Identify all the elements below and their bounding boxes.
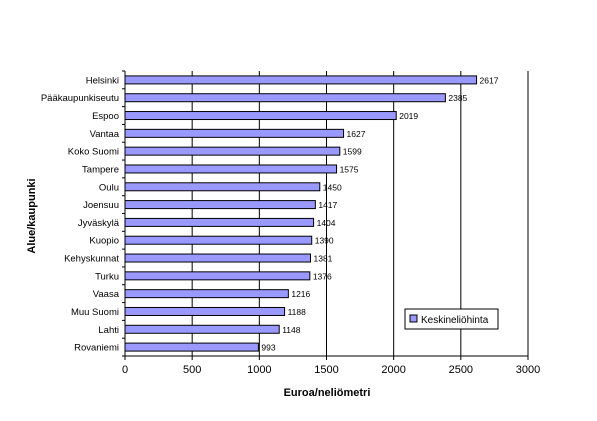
data-label-5: 1575 xyxy=(340,164,359,174)
data-label-4: 1599 xyxy=(343,147,362,157)
bar-13 xyxy=(124,306,286,316)
category-label-14: Lahti xyxy=(98,325,119,336)
data-label-12: 1216 xyxy=(291,289,310,299)
category-label-5: Tampere xyxy=(82,164,119,175)
category-label-15: Rovaniemi xyxy=(74,343,119,354)
category-label-1: Pääkaupunkiseutu xyxy=(41,93,119,104)
bar-7 xyxy=(124,200,316,210)
data-label-13: 1188 xyxy=(288,307,307,317)
category-label-3: Vantaa xyxy=(90,129,120,140)
legend-label: Keskineliöhinta xyxy=(421,315,489,326)
x-tick-label-0: 0 xyxy=(122,364,128,376)
category-label-12: Vaasa xyxy=(93,289,120,300)
x-tick-label-1000: 1000 xyxy=(247,364,271,376)
bar-0 xyxy=(124,75,478,85)
data-label-0: 2617 xyxy=(480,75,499,85)
category-label-9: Kuopio xyxy=(89,236,119,247)
data-label-6: 1450 xyxy=(323,182,342,192)
category-label-13: Muu Suomi xyxy=(71,307,119,318)
category-label-7: Joensuu xyxy=(83,200,119,211)
bar-3 xyxy=(124,128,345,138)
data-label-3: 1627 xyxy=(347,129,366,139)
data-label-7: 1417 xyxy=(318,200,337,210)
category-label-6: Oulu xyxy=(99,182,119,193)
data-label-10: 1381 xyxy=(314,254,333,264)
bar-10 xyxy=(124,253,312,263)
bar-5 xyxy=(124,164,338,174)
axes xyxy=(122,70,529,360)
x-tick-label-2000: 2000 xyxy=(381,364,405,376)
bar-11 xyxy=(124,271,311,281)
labels: Helsinki 2617 Pääkaupunkiseutu 2385 Espoo 201… xyxy=(41,75,540,376)
data-label-2: 2019 xyxy=(399,111,418,121)
bar-2 xyxy=(124,111,397,121)
category-label-0: Helsinki xyxy=(86,75,119,86)
x-tick-label-2500: 2500 xyxy=(449,364,473,376)
x-tick-label-3000: 3000 xyxy=(516,364,540,376)
data-label-8: 1404 xyxy=(317,218,336,228)
y-axis-title: Alue/kaupunki xyxy=(26,178,38,253)
category-label-2: Espoo xyxy=(92,111,119,122)
category-label-8: Jyväskylä xyxy=(78,218,120,229)
bar-8 xyxy=(124,217,315,227)
x-tick-label-500: 500 xyxy=(183,364,201,376)
bar-9 xyxy=(124,235,313,245)
data-label-15: 993 xyxy=(261,343,275,353)
data-label-1: 2385 xyxy=(448,93,467,103)
bars xyxy=(124,75,478,352)
bar-4 xyxy=(124,146,341,156)
data-label-14: 1148 xyxy=(282,325,301,335)
category-label-4: Koko Suomi xyxy=(68,147,119,158)
category-label-11: Turku xyxy=(95,271,119,282)
legend-box xyxy=(404,308,499,330)
x-tick-label-1500: 1500 xyxy=(314,364,338,376)
x-axis-title: Euroa/neliömetri xyxy=(284,387,371,399)
legend-swatch xyxy=(409,314,418,323)
bar-15 xyxy=(124,342,259,352)
category-label-10: Kehyskunnat xyxy=(64,254,119,265)
data-label-11: 1376 xyxy=(313,271,332,281)
bar-12 xyxy=(124,289,289,299)
bar-14 xyxy=(124,324,280,334)
bar-6 xyxy=(124,182,321,192)
data-label-9: 1390 xyxy=(315,236,334,246)
bar-1 xyxy=(124,93,446,103)
legend: Keskineliöhinta xyxy=(404,308,499,330)
